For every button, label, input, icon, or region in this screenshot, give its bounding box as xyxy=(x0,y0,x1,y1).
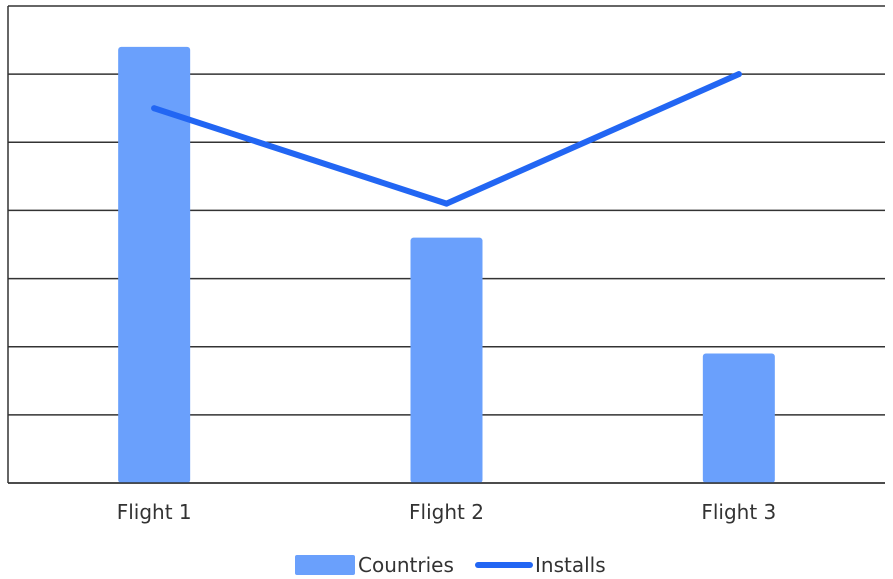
installs-point-1 xyxy=(151,105,158,112)
line-series-installs xyxy=(151,71,742,207)
x-tick-label: Flight 2 xyxy=(409,500,484,524)
bar-flight-2 xyxy=(410,237,483,483)
x-axis-tick-labels: Flight 1 Flight 2 Flight 3 xyxy=(117,500,777,524)
bar-flight-3 xyxy=(702,353,775,483)
bar-flight-1 xyxy=(118,46,191,484)
bar-series-countries xyxy=(118,46,775,484)
x-tick-label: Flight 1 xyxy=(117,500,192,524)
legend-label-countries: Countries xyxy=(358,553,454,575)
legend-label-installs: Installs xyxy=(535,553,606,575)
legend: Countries Installs xyxy=(295,553,606,577)
installs-point-3 xyxy=(735,71,742,78)
axes xyxy=(7,6,885,484)
legend-swatch-countries xyxy=(295,555,355,575)
x-tick-label: Flight 3 xyxy=(701,500,776,524)
installs-point-2 xyxy=(443,200,450,207)
